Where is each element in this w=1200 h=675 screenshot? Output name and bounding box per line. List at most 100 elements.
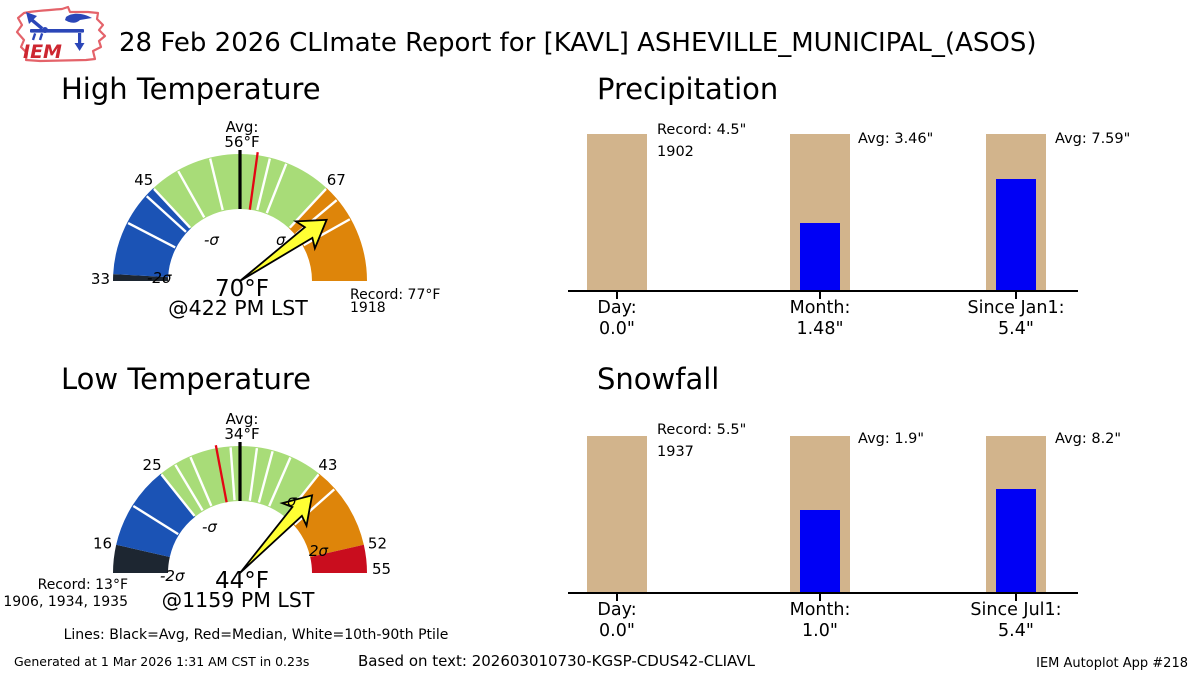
low-temperature-gauge: Avg: 34°F 16 25 43 52 55 -2σ -σ σ 2σ 44°F @1159 PM L… — [0, 405, 480, 637]
bar-annotation-line: Avg: 7.59" — [1055, 131, 1131, 147]
bar-axis-tick — [1015, 292, 1017, 299]
gauge-value-label: 70°F — [215, 276, 269, 302]
gauge-outer-label: 52 — [368, 535, 387, 553]
bar-group-label: Month: 1.0" — [725, 600, 915, 642]
footer-generated-at: Generated at 1 Mar 2026 1:31 AM CST in 0… — [14, 654, 310, 669]
bar-annotation-line: Avg: 1.9" — [858, 431, 925, 447]
bar-value — [996, 179, 1036, 290]
bar-annotation: Record: 4.5" 1902 — [657, 119, 746, 163]
gauge-record-label: Record: 13°F — [38, 577, 128, 593]
bar-annotation-line: Avg: 3.46" — [858, 131, 934, 147]
bar-group-name: Since Jul1: — [970, 600, 1062, 620]
gauge-outer-label: 45 — [134, 171, 153, 189]
gauge-value-label: 44°F — [215, 568, 269, 594]
gauge-segment — [310, 544, 367, 573]
gauge-percentile-tick — [256, 158, 271, 211]
gauge-segment — [113, 188, 191, 278]
gauge-avg-label: 34°F — [224, 425, 259, 443]
bar-annotation: Avg: 7.59" — [1055, 128, 1130, 150]
bar-group-label: Day: 0.0" — [522, 600, 712, 642]
bar-axis-tick — [819, 594, 821, 601]
footer-app-id: IEM Autoplot App #218 — [1036, 656, 1188, 671]
gauge-segment — [113, 544, 170, 573]
gauge-outer-label: 33 — [91, 270, 110, 288]
gauge-record-label: 1906, 1934, 1935 — [3, 594, 128, 610]
bar-chart-axis — [568, 592, 1078, 594]
gauge-needle — [239, 494, 314, 574]
gauge-percentile-tick — [160, 473, 196, 517]
bar-annotation: Avg: 8.2" — [1055, 428, 1121, 450]
gauge-time-label: @422 PM LST — [168, 296, 308, 320]
gauge-median-tick — [248, 152, 259, 210]
gauge-sigma-label: σ — [287, 492, 297, 510]
gauge-outer-label: 25 — [143, 456, 162, 474]
gauge-segment — [113, 274, 169, 281]
footer-based-on-text: Based on text: 202603010730-KGSP-CDUS42-… — [358, 652, 755, 670]
gauge-percentile-tick — [293, 488, 336, 526]
gauge-sigma-label: -σ — [204, 231, 219, 249]
bar-group-value: 1.48" — [796, 319, 844, 339]
snowfall-bar-chart: Day: 0.0" Record: 5.5" 1937 Month: 1.0" Avg: 1… — [560, 415, 1160, 650]
bar-reference — [587, 134, 647, 290]
gauge-record-label: Record: 77°F — [350, 287, 440, 303]
bar-annotation-line: Record: 5.5" — [657, 422, 747, 438]
gauge-percentile-tick — [145, 195, 187, 233]
gauge-percentile-tick — [248, 447, 259, 501]
bar-group-label: Since Jan1: 5.4" — [921, 298, 1111, 340]
gauge-avg-label: 56°F — [224, 133, 259, 151]
gauge-percentile-tick — [229, 447, 236, 501]
gauge-needle — [239, 218, 328, 282]
bar-group-name: Month: — [789, 298, 851, 318]
bar-axis-tick — [616, 594, 618, 601]
precipitation-bar-chart: Day: 0.0" Record: 4.5" 1902 Month: 1.48" Avg: … — [560, 115, 1160, 350]
bar-annotation-line: 1937 — [657, 444, 694, 460]
bar-group-label: Day: 0.0" — [522, 298, 712, 340]
bar-axis-tick — [819, 292, 821, 299]
gauge-outer-label: 67 — [327, 171, 346, 189]
bar-annotation: Avg: 3.46" — [858, 128, 933, 150]
bar-axis-tick — [1015, 594, 1017, 601]
gauge-sigma-label: σ — [276, 231, 286, 249]
bar-axis-tick — [616, 292, 618, 299]
bar-group-value: 1.0" — [802, 621, 838, 641]
gauge-avg-label: Avg: — [226, 118, 259, 136]
gauge-percentile-tick — [303, 218, 351, 247]
gauge-outer-label: 55 — [372, 560, 391, 578]
bar-group-value: 5.4" — [998, 319, 1034, 339]
bar-reference — [587, 436, 647, 592]
bar-group-name: Month: — [789, 600, 851, 620]
section-title-precipitation: Precipitation — [597, 72, 779, 106]
section-title-snowfall: Snowfall — [597, 362, 720, 396]
gauge-sigma-label: -2σ — [147, 269, 172, 287]
gauge-percentile-tick — [153, 188, 192, 229]
bar-group-value: 0.0" — [599, 319, 635, 339]
bar-group-label: Month: 1.48" — [725, 298, 915, 340]
gauge-segment — [116, 473, 196, 557]
gauge-median-tick — [214, 445, 228, 503]
report-title: 28 Feb 2026 CLImate Report for [KAVL] AS… — [119, 28, 1037, 58]
bar-value — [800, 510, 840, 592]
bar-value — [996, 489, 1036, 592]
gauge-outer-label: 16 — [93, 535, 112, 553]
gauge-time-label: @1159 PM LST — [162, 588, 315, 612]
bar-group-value: 0.0" — [599, 621, 635, 641]
gauge-avg-label: Avg: — [226, 410, 259, 428]
gauge-percentile-tick — [174, 464, 204, 511]
gauge-percentile-tick — [209, 158, 224, 211]
section-title-low-temperature: Low Temperature — [61, 362, 312, 396]
gauge-percentile-tick — [257, 450, 274, 503]
bar-annotation-line: Record: 4.5" — [657, 122, 747, 138]
weathervane-icon — [26, 12, 92, 51]
gauge-sigma-label: -2σ — [160, 567, 185, 585]
gauge-percentile-tick — [265, 163, 288, 214]
section-title-high-temperature: High Temperature — [61, 72, 321, 106]
gauge-percentile-tick — [268, 457, 292, 507]
gauge-outer-label: 43 — [318, 456, 337, 474]
bar-group-value: 5.4" — [998, 621, 1034, 641]
gauge-sigma-label: -σ — [202, 518, 217, 536]
gauge-segment — [289, 188, 367, 281]
gauge-sigma-label: 2σ — [309, 542, 329, 560]
bar-annotation: Record: 5.5" 1937 — [657, 419, 746, 463]
bar-group-name: Day: — [597, 298, 637, 318]
bar-group-name: Since Jan1: — [967, 298, 1065, 318]
